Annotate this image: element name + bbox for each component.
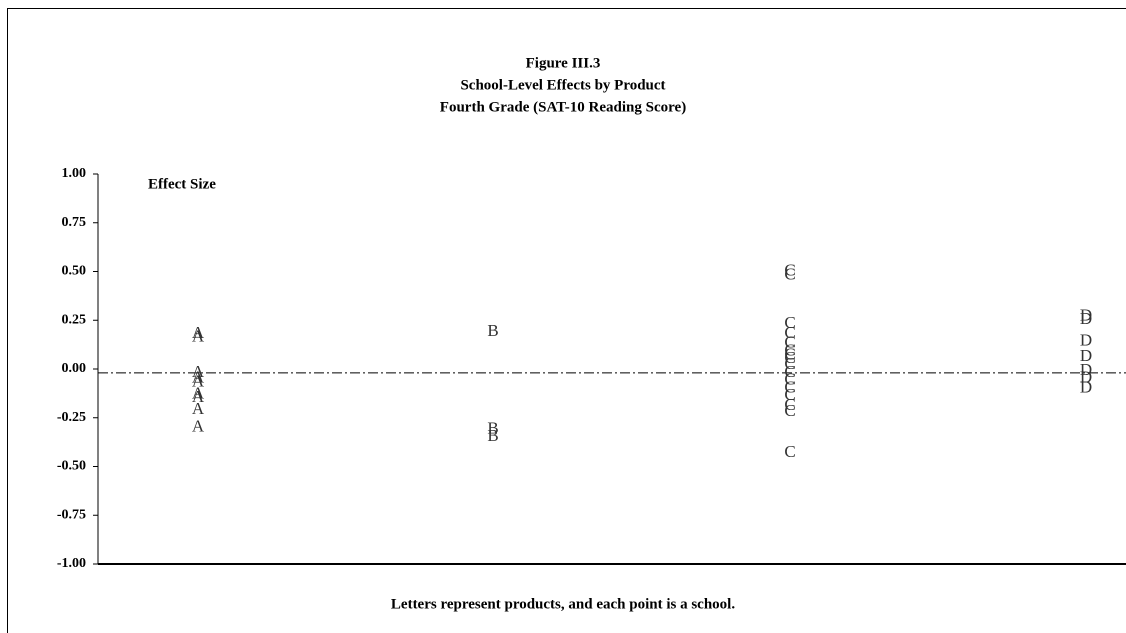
frame xyxy=(7,8,1126,633)
y-tick-label: -0.50 xyxy=(57,459,86,474)
point: B xyxy=(487,321,498,340)
point: C xyxy=(784,264,795,283)
point: D xyxy=(1080,377,1092,396)
point: C xyxy=(784,313,795,332)
point: D xyxy=(1080,309,1092,328)
point: C xyxy=(784,395,795,414)
point: A xyxy=(192,323,205,342)
point: A xyxy=(192,327,205,346)
chart-subtitle: School-Level Effects by Product xyxy=(460,77,665,93)
point: C xyxy=(784,401,795,420)
point: A xyxy=(192,416,205,435)
y-tick-label: 0.00 xyxy=(62,361,87,376)
point: B xyxy=(487,418,498,437)
y-tick-label: 1.00 xyxy=(62,166,87,181)
chart-title: Figure III.3 xyxy=(526,55,601,71)
point: C xyxy=(784,323,795,342)
point: D xyxy=(1080,305,1092,324)
point: A xyxy=(192,387,205,406)
y-tick-label: 0.50 xyxy=(62,264,87,279)
point: A xyxy=(192,368,205,387)
point: B xyxy=(487,426,498,445)
y-tick-label: -0.25 xyxy=(57,410,86,425)
point: C xyxy=(784,344,795,363)
point: C xyxy=(784,370,795,389)
point: C xyxy=(784,260,795,279)
point: A xyxy=(192,399,205,418)
point: C xyxy=(784,362,795,381)
point: C xyxy=(784,348,795,367)
point: D xyxy=(1080,360,1092,379)
point: D xyxy=(1080,346,1092,365)
point: C xyxy=(784,340,795,359)
point: C xyxy=(784,377,795,396)
point: D xyxy=(1080,331,1092,350)
y-tick-label: 0.75 xyxy=(62,215,87,230)
point: C xyxy=(784,442,795,461)
point: D xyxy=(1080,368,1092,387)
point: C xyxy=(784,385,795,404)
chart-subtitle: Fourth Grade (SAT-10 Reading Score) xyxy=(440,99,686,115)
point: A xyxy=(192,372,205,391)
y-tick-label: 0.25 xyxy=(62,312,87,327)
point: C xyxy=(784,333,795,352)
y-tick-label: -0.75 xyxy=(57,507,86,522)
footnote: Letters represent products, and each poi… xyxy=(391,596,735,612)
y-tick-label: -1.00 xyxy=(57,556,86,571)
point: C xyxy=(784,354,795,373)
point: A xyxy=(192,383,205,402)
y-axis-label: Effect Size xyxy=(148,176,216,192)
point: A xyxy=(192,362,205,381)
